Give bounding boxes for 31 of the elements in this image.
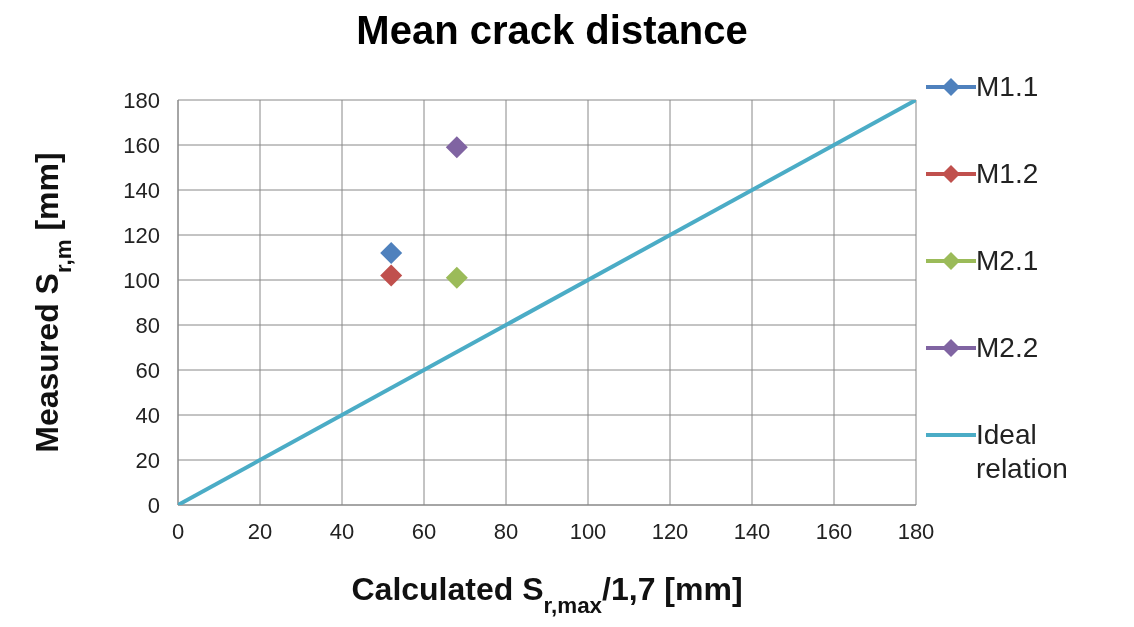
x-tick-label: 0 [171, 518, 185, 544]
x-axis-title: Calculated S$_{r,max}$/1,7 [mm] [351, 571, 743, 618]
y-tick-label: 140 [123, 177, 160, 203]
y-tick-label: 80 [135, 312, 160, 338]
x-tick-label: 180 [897, 518, 935, 544]
y-tick-label: 100 [123, 267, 160, 293]
x-tick-label: 80 [493, 518, 519, 544]
x-tick-label: 20 [247, 518, 273, 544]
y-tick-label: 20 [135, 447, 160, 473]
y-tick-label: 160 [123, 132, 160, 158]
y-tick-label: 40 [135, 402, 160, 428]
x-tick-label: 100 [569, 518, 607, 544]
chart-title: Mean crack distance [355, 8, 749, 54]
point [445, 266, 468, 289]
y-tick-label: 0 [147, 492, 160, 518]
legend-label: M2.1 [976, 244, 1040, 278]
y-tick-label: 120 [123, 222, 160, 248]
x-tick-label: 160 [815, 518, 853, 544]
legend-label: M1.2 [976, 157, 1040, 191]
point [380, 264, 403, 287]
y-tick-label: 180 [123, 87, 160, 113]
legend-label: M1.1 [976, 70, 1040, 104]
point [445, 136, 468, 159]
y-tick-label: 60 [135, 357, 160, 383]
x-tick-label: 40 [329, 518, 355, 544]
legend-label: M2.2 [976, 331, 1040, 365]
point [380, 242, 403, 264]
legend-label: Ideal relation [976, 418, 1069, 486]
x-tick-label: 60 [411, 518, 437, 544]
x-tick-label: 140 [733, 518, 771, 544]
x-tick-label: 120 [651, 518, 689, 544]
